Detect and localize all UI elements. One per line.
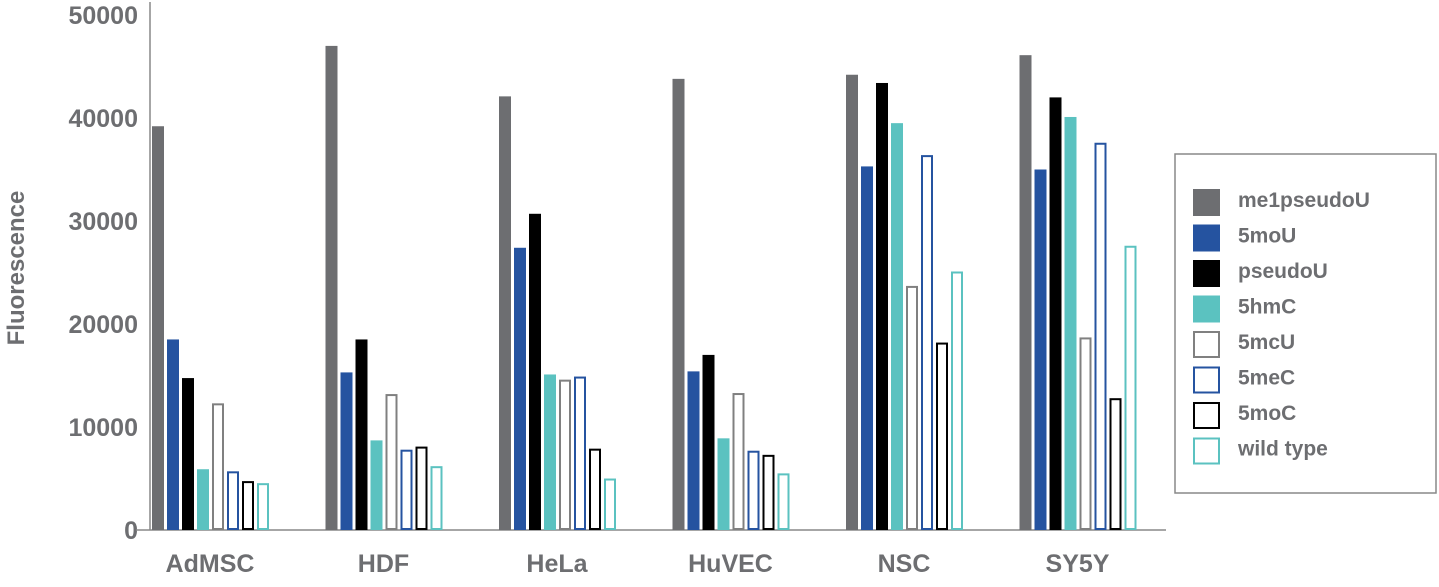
bar-5moU-HeLa <box>514 247 526 530</box>
bar-5meC-SY5Y <box>1094 142 1107 530</box>
bar-wild-type-HDF <box>430 466 443 531</box>
bar-5moU-NSC <box>861 166 873 530</box>
x-tick-label: HeLa <box>526 550 588 578</box>
legend-swatch-5mcU <box>1193 331 1220 358</box>
bar-wild-type-AdMSC <box>257 483 269 531</box>
legend-swatch-wild-type <box>1193 437 1220 465</box>
y-tick-label: 0 <box>124 517 138 545</box>
bar-wild-type-NSC <box>951 271 963 530</box>
bar-5mcU-NSC <box>906 285 918 531</box>
x-tick-label: SY5Y <box>1046 550 1110 578</box>
y-tick-label: 20000 <box>68 311 138 339</box>
bar-5moC-NSC <box>936 342 948 530</box>
bar-5mcU-HuVEC <box>732 393 745 531</box>
y-tick-label: 10000 <box>68 414 138 442</box>
y-tick-label: 40000 <box>68 105 138 133</box>
legend-label: 5meC <box>1238 367 1295 390</box>
legend-label: me1pseudoU <box>1238 189 1370 212</box>
y-tick-label: 50000 <box>68 2 138 30</box>
x-tick-label: NSC <box>878 550 931 578</box>
bar-5moC-HeLa <box>589 448 601 530</box>
bar-5mcU-SY5Y <box>1079 337 1092 531</box>
legend-swatch-5moU <box>1193 224 1220 252</box>
bar-5meC-HDF <box>400 449 413 530</box>
bar-5hmC-HeLa <box>544 374 556 530</box>
legend-label: 5moC <box>1238 402 1296 425</box>
bar-5moC-HDF <box>415 446 428 531</box>
bar-5hmC-AdMSC <box>197 469 209 530</box>
legend-label: 5hmC <box>1238 296 1296 319</box>
bar-5moU-HDF <box>340 372 353 530</box>
bar-5hmC-HDF <box>370 440 383 530</box>
bar-me1pseudoU-HuVEC <box>672 78 685 531</box>
bar-5moU-AdMSC <box>167 339 179 530</box>
bar-5moC-AdMSC <box>242 481 254 531</box>
y-tick-label: 30000 <box>68 208 138 236</box>
bar-5hmC-SY5Y <box>1064 116 1077 530</box>
bar-5hmC-NSC <box>891 123 903 531</box>
legend-swatch-pseudoU <box>1193 260 1220 287</box>
legend-swatch-me1pseudoU <box>1193 189 1220 216</box>
bar-me1pseudoU-HeLa <box>499 96 511 531</box>
bar-5meC-HeLa <box>574 376 586 530</box>
bar-5mcU-AdMSC <box>212 403 224 530</box>
x-tick-label: HDF <box>358 550 409 578</box>
bar-pseudoU-SY5Y <box>1049 97 1062 531</box>
legend-label: wild type <box>1237 438 1328 461</box>
bar-pseudoU-HuVEC <box>702 354 715 530</box>
y-axis-label: Fluorescence <box>3 191 30 346</box>
bar-me1pseudoU-NSC <box>846 74 858 531</box>
bar-5moC-HuVEC <box>762 454 775 530</box>
legend-swatch-5moC <box>1193 402 1220 429</box>
legend-label: 5mcU <box>1238 331 1295 354</box>
bar-pseudoU-HeLa <box>529 213 541 531</box>
x-tick-label: HuVEC <box>688 550 773 578</box>
bar-pseudoU-AdMSC <box>182 378 194 530</box>
bar-5meC-NSC <box>921 155 933 531</box>
bar-pseudoU-NSC <box>876 82 888 530</box>
legend-swatch-5hmC <box>1193 295 1220 323</box>
legend-label: 5moU <box>1238 225 1296 248</box>
bar-5moU-SY5Y <box>1034 169 1047 530</box>
bar-wild-type-HuVEC <box>777 473 790 531</box>
bar-me1pseudoU-SY5Y <box>1019 55 1032 531</box>
bar-me1pseudoU-AdMSC <box>152 126 164 531</box>
bar-5mcU-HeLa <box>559 379 571 530</box>
bar-5mcU-HDF <box>385 394 398 530</box>
legend-swatch-5meC <box>1193 366 1220 394</box>
bar-5meC-HuVEC <box>747 450 760 530</box>
x-tick-label: AdMSC <box>166 550 255 578</box>
bar-wild-type-HeLa <box>604 478 616 530</box>
bar-pseudoU-HDF <box>355 339 368 530</box>
bar-5moC-SY5Y <box>1109 398 1122 530</box>
bar-5moU-HuVEC <box>687 371 700 530</box>
bar-wild-type-SY5Y <box>1124 245 1137 530</box>
bar-me1pseudoU-HDF <box>325 45 338 531</box>
legend-label: pseudoU <box>1238 260 1328 283</box>
bar-5hmC-HuVEC <box>717 438 730 530</box>
bar-5meC-AdMSC <box>227 471 239 531</box>
